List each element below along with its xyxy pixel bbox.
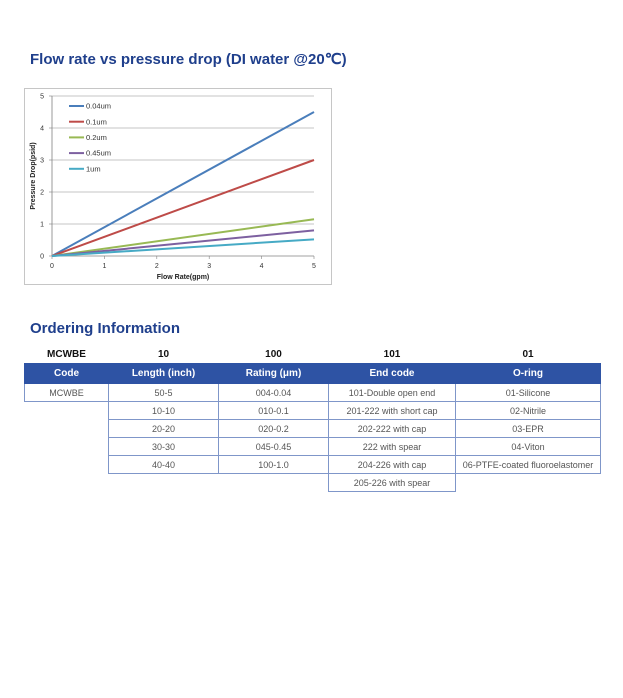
chart-title: Flow rate vs pressure drop (DI water @20…	[30, 51, 347, 68]
y-tick-label: 5	[40, 94, 44, 101]
legend-entry: 0.04um	[86, 102, 111, 111]
table-cell: 202-222 with cap	[328, 419, 456, 438]
table-cell: 045-0.45	[218, 437, 329, 456]
table-cell	[25, 474, 109, 492]
x-axis-title: Flow Rate(gpm)	[157, 274, 210, 281]
y-tick-label: 2	[40, 190, 44, 197]
y-tick-label: 4	[40, 126, 44, 133]
table-cell: 010-0.1	[218, 401, 329, 420]
table-cell	[25, 456, 109, 474]
table-cell	[109, 474, 219, 492]
y-tick-label: 0	[40, 254, 44, 261]
table-row: 205-226 with spear	[25, 473, 601, 492]
table-row: 30-30 045-0.45 222 with spear 04-Viton	[25, 437, 601, 456]
table-cell	[25, 402, 109, 420]
legend-entry: 1um	[86, 164, 101, 173]
table-cell: 10-10	[108, 401, 219, 420]
x-tick-label: 0	[50, 263, 54, 270]
table-cell: 02-Nitrile	[455, 401, 601, 420]
table-cell: 01-Silicone	[455, 383, 601, 402]
table-cell: 201-222 with short cap	[328, 401, 456, 420]
sample-code-part: 10	[157, 349, 170, 360]
table-cell: 204-226 with cap	[328, 455, 456, 474]
sample-code-part: MCWBE	[47, 349, 86, 360]
table-cell	[25, 438, 109, 456]
x-tick-label: 1	[102, 263, 106, 270]
table-cell: 04-Viton	[455, 437, 601, 456]
sample-code-part: 100	[265, 349, 282, 360]
sample-code-part: 101	[383, 349, 401, 360]
legend-entry: 0.45um	[86, 149, 111, 158]
header-end-code: End code	[328, 363, 456, 384]
table-cell: 101-Double open end	[328, 383, 456, 402]
ordering-table: MCWBE 10 100 101 01 Code Length (inch) R…	[24, 346, 601, 492]
header-length: Length (inch)	[108, 363, 219, 384]
table-cell: 222 with spear	[328, 437, 456, 456]
header-code: Code	[24, 363, 109, 384]
table-cell: 20-20	[108, 419, 219, 438]
table-cell: 50-5	[108, 383, 219, 402]
table-cell: 100-1.0	[218, 455, 329, 474]
table-cell	[25, 420, 109, 438]
table-cell: 004-0.04	[218, 383, 329, 402]
x-tick-label: 4	[260, 263, 264, 270]
ordering-title: Ordering Information	[30, 320, 180, 337]
header-o-ring: O-ring	[455, 363, 601, 384]
series-line-0.04um	[51, 111, 315, 257]
table-cell	[456, 474, 601, 492]
x-tick-label: 2	[155, 263, 159, 270]
x-tick-label: 5	[312, 263, 316, 270]
table-row: 20-20 020-0.2 202-222 with cap 03-EPR	[25, 419, 601, 438]
table-row: MCWBE 50-5 004-0.04 101-Double open end 01-S…	[24, 383, 601, 402]
table-cell: MCWBE	[24, 383, 109, 402]
table-cell: 40-40	[108, 455, 219, 474]
table-cell: 03-EPR	[455, 419, 601, 438]
pressure-drop-chart: 0 1 2 3 4 5 0 1 2 3 4 5 Flow Rate(gpm) Pressure Drop(…	[24, 88, 332, 285]
chart-canvas: 0 1 2 3 4 5 0 1 2 3 4 5 Flow Rate(gpm) Pressure Drop(…	[30, 94, 316, 282]
sample-code-part: 01	[522, 349, 534, 360]
x-tick-label: 3	[207, 263, 211, 270]
legend-entry: 0.1um	[86, 117, 107, 126]
table-header-row: Code Length (inch) Rating (μm) End code …	[24, 363, 601, 384]
header-rating: Rating (μm)	[218, 363, 329, 384]
series-line-0.2um	[51, 218, 315, 257]
y-tick-label: 3	[40, 158, 44, 165]
table-cell: 06-PTFE-coated fluoroelastomer	[455, 455, 601, 474]
sample-code-row: MCWBE 10 100 101 01	[25, 346, 601, 364]
series-line-1um	[51, 238, 315, 257]
y-tick-label: 1	[40, 222, 44, 229]
table-row: 40-40 100-1.0 204-226 with cap 06-PTFE-coat…	[25, 455, 601, 474]
legend-entry: 0.2um	[86, 133, 107, 142]
series-line-0.45um	[51, 229, 315, 257]
table-cell	[219, 474, 329, 492]
table-cell: 020-0.2	[218, 419, 329, 438]
table-row: 10-10 010-0.1 201-222 with short cap 02-Nit…	[25, 401, 601, 420]
series-line-0.1um	[51, 159, 315, 257]
table-cell: 30-30	[108, 437, 219, 456]
table-cell: 205-226 with spear	[328, 473, 456, 492]
y-axis-title: Pressure Drop(psid)	[30, 142, 37, 209]
